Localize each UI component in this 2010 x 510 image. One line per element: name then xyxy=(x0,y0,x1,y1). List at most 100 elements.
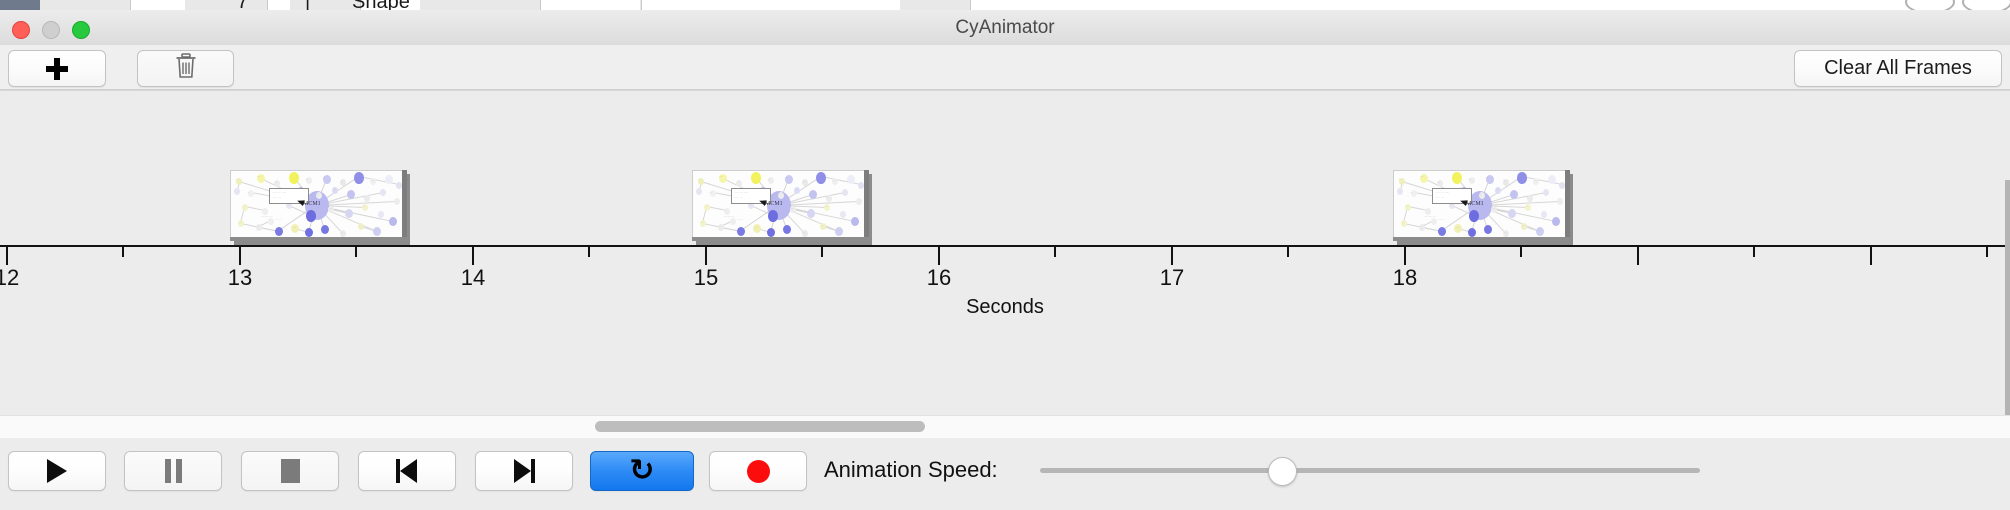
minimize-button[interactable] xyxy=(42,21,60,39)
graph-node-label: ···· xyxy=(329,207,333,210)
graph-node-label: ·· xyxy=(341,180,343,183)
frame-bottom-bar xyxy=(692,237,869,241)
graph-node xyxy=(332,187,338,194)
graph-node-label: ·· xyxy=(719,225,721,228)
slider-thumb[interactable] xyxy=(1268,457,1297,486)
playback-control-bar: ↻ Animation Speed: xyxy=(0,438,2010,510)
graph-node xyxy=(1405,204,1411,211)
ruler-tick-label: 17 xyxy=(1159,265,1185,290)
graph-node xyxy=(785,175,793,185)
graph-node xyxy=(767,228,775,238)
graph-node xyxy=(753,224,761,234)
background-window-arc xyxy=(1905,0,1955,10)
graph-node xyxy=(248,190,254,197)
graph-node-label: ··· xyxy=(785,176,788,179)
graph-node xyxy=(306,210,316,222)
graph-node-label: ··· xyxy=(247,191,250,194)
graph-node xyxy=(305,228,313,238)
ruler-tick-label: 16 xyxy=(926,265,952,290)
graph-node xyxy=(1517,172,1527,184)
skip-previous-icon xyxy=(396,459,418,483)
timeline-right-edge xyxy=(2005,180,2010,415)
background-window-arc xyxy=(1962,0,2010,10)
ruler-tick xyxy=(1986,247,1988,257)
graph-node xyxy=(1491,206,1497,213)
play-button[interactable] xyxy=(8,451,106,491)
plus-icon xyxy=(46,57,68,80)
clear-all-frames-label: Clear All Frames xyxy=(1824,57,1972,79)
ruler-tick xyxy=(6,247,8,265)
graph-node-label: ··· xyxy=(749,203,752,206)
graph-node-label: ··· xyxy=(287,203,290,206)
graph-node xyxy=(1469,210,1479,222)
frame-right-bar xyxy=(1565,170,1570,241)
graph-node xyxy=(704,204,710,211)
graph-node-label: ·· xyxy=(1480,193,1482,196)
next-frame-button[interactable] xyxy=(475,451,573,491)
graph-node xyxy=(1399,178,1405,185)
graph-node xyxy=(364,195,370,202)
stop-button[interactable] xyxy=(241,451,339,491)
ruler-tick xyxy=(1753,247,1755,257)
graph-node-label: ··· xyxy=(323,176,326,179)
frame-thumbnail-2[interactable]: ··· ····· ·· ···· ··· ·· ···· ··· ·· ···· ··· ·· ···… xyxy=(692,170,872,245)
graph-node-label: ··············· xyxy=(1424,215,1436,218)
record-button[interactable] xyxy=(709,451,807,491)
graph-node-label: ··· xyxy=(803,231,806,234)
graph-node xyxy=(718,224,724,231)
graph-node-label: ····· xyxy=(719,175,723,178)
graph-node xyxy=(1495,187,1501,194)
graph-node xyxy=(842,189,848,196)
delete-frame-button[interactable] xyxy=(137,50,234,87)
frame-thumbnail-3[interactable]: ··· ····· ·· ···· ··· ·· ···· ··· ·· ···· ··· ·· ···… xyxy=(1393,170,1573,245)
graph-node-label: ···· xyxy=(755,226,759,229)
graph-node xyxy=(328,206,334,213)
graph-node xyxy=(1449,202,1455,209)
frame-right-bar xyxy=(402,170,407,241)
maximize-button[interactable] xyxy=(72,21,90,39)
timeline-axis-title: Seconds xyxy=(966,296,1044,318)
graph-node-label: ··· xyxy=(363,196,366,199)
graph-node-label: ·· xyxy=(257,225,259,228)
window-title-bar: CyAnimator xyxy=(0,10,2010,46)
clear-all-frames-button[interactable]: Clear All Frames xyxy=(1794,50,2002,87)
graph-node xyxy=(289,172,299,184)
loop-button[interactable]: ↻ xyxy=(590,451,694,491)
graph-node xyxy=(696,188,702,195)
graph-node xyxy=(373,227,381,237)
graph-node xyxy=(268,218,274,225)
pause-button[interactable] xyxy=(124,451,222,491)
graph-node-label: ··· xyxy=(1410,191,1413,194)
graph-node xyxy=(1541,211,1547,218)
graph-node xyxy=(1397,188,1403,195)
graph-node-label: ··· xyxy=(697,178,700,181)
add-frame-button[interactable] xyxy=(8,50,106,87)
timeline-panel[interactable]: ··· ····· ·· ···· ··· ·· ···· ··· ·· ···· ··· ·· ···… xyxy=(0,90,2010,416)
graph-tooltip-line: ······ ···· xyxy=(1435,196,1445,199)
close-button[interactable] xyxy=(12,21,30,39)
graph-node xyxy=(1452,172,1462,184)
graph-node xyxy=(1486,175,1494,185)
previous-frame-button[interactable] xyxy=(358,451,456,491)
graph-node-label: ···· xyxy=(791,207,795,210)
graph-node-label: ···· xyxy=(305,178,309,181)
graph-node xyxy=(851,217,859,227)
graph-node xyxy=(1420,174,1428,184)
frame-canvas: ··· ····· ·· ···· ··· ·· ···· ··· ·· ···· ··· ·· ···… xyxy=(230,170,404,239)
frame-canvas: ··· ····· ·· ···· ··· ·· ···· ··· ·· ···· ··· ·· ···… xyxy=(1393,170,1567,239)
graph-node-label: ········ xyxy=(275,218,282,221)
graph-node-label: ····· xyxy=(257,175,261,178)
frame-thumbnail-1[interactable]: ··· ····· ·· ···· ··· ·· ···· ··· ·· ···· ··· ·· ···… xyxy=(230,170,410,245)
graph-tooltip-line: ······ ···· xyxy=(734,196,744,199)
record-icon xyxy=(746,459,770,483)
graph-node xyxy=(234,188,240,195)
timeline-horizontal-scrollbar[interactable] xyxy=(0,415,2010,439)
graph-tooltip-line: ···· ·· ··· ····· xyxy=(272,191,287,194)
graph-node-label: ·· xyxy=(737,181,739,184)
animation-speed-slider[interactable] xyxy=(1040,457,1700,486)
scrollbar-thumb[interactable] xyxy=(595,421,925,432)
graph-node xyxy=(275,227,283,237)
timeline-ruler-line xyxy=(0,245,2010,247)
graph-node-label: ··············· xyxy=(723,215,735,218)
graph-node-label: ··· xyxy=(1526,205,1529,208)
